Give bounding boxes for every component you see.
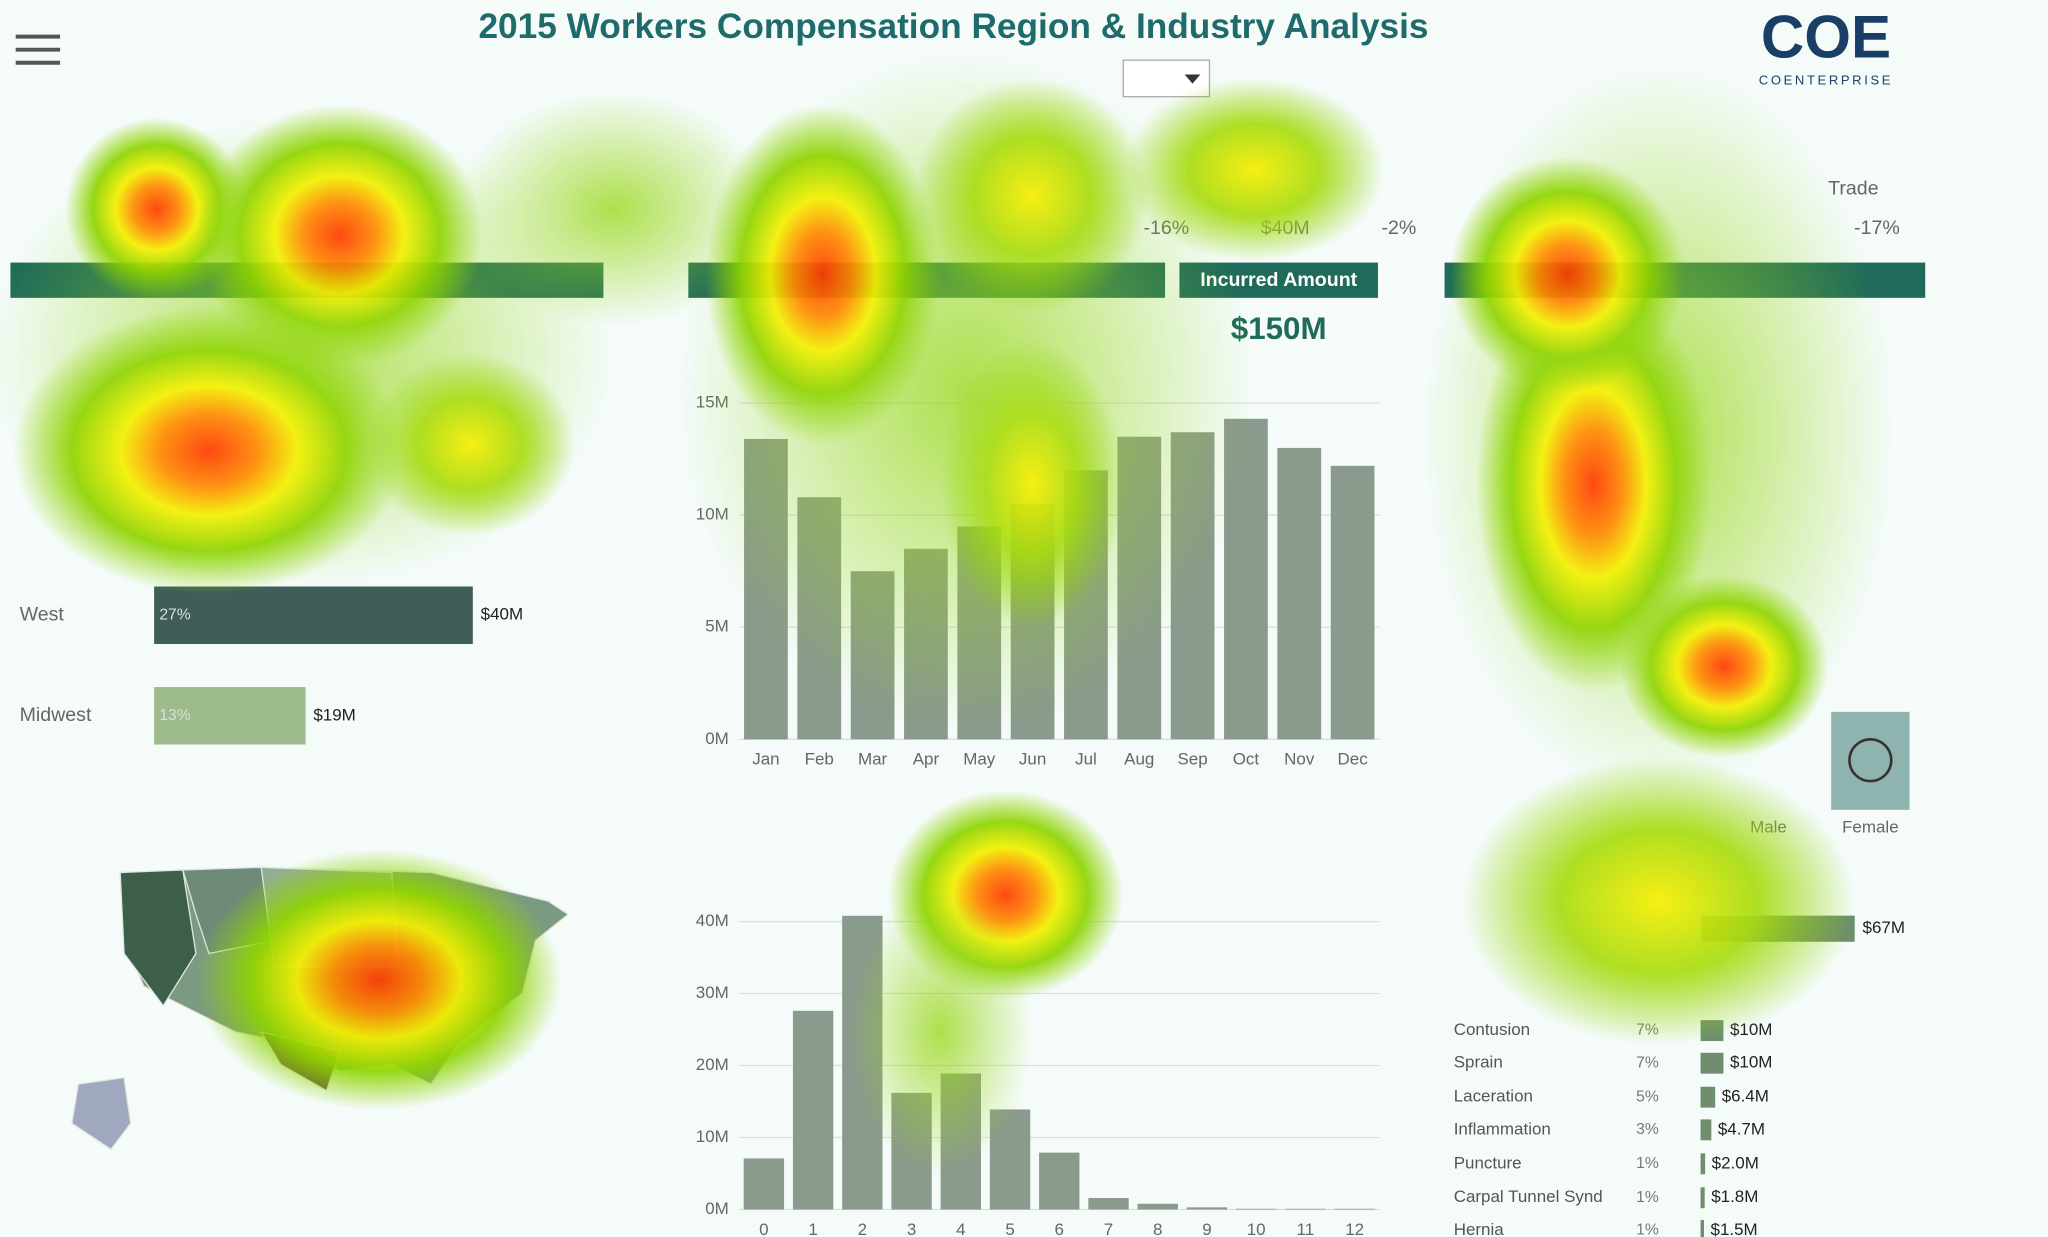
region-pct: 27% xyxy=(159,606,190,623)
kpi-text: -2% xyxy=(1381,217,1416,239)
dashboard-title: 2015 Workers Compensation Region & Indus… xyxy=(478,7,1428,46)
bar xyxy=(1236,1208,1277,1210)
injury-bar xyxy=(1700,1219,1704,1237)
x-tick-label: 12 xyxy=(1345,1220,1364,1237)
x-tick-label: Dec xyxy=(1338,750,1369,769)
bar xyxy=(1285,1208,1326,1210)
y-tick-label: 30M xyxy=(696,983,729,1002)
region-pct: 13% xyxy=(159,707,190,724)
injury-pct: 1% xyxy=(1636,1189,1659,1206)
x-tick-label: 8 xyxy=(1153,1220,1162,1237)
x-tick-label: Feb xyxy=(805,750,834,769)
y-tick-label: 5M xyxy=(705,617,729,636)
bar xyxy=(1186,1207,1228,1210)
bar xyxy=(1088,1198,1129,1210)
injury-value: $10M xyxy=(1730,1053,1772,1072)
injury-name: Contusion xyxy=(1454,1020,1530,1039)
injury-name: Carpal Tunnel Synd xyxy=(1454,1187,1603,1206)
x-tick-label: Oct xyxy=(1233,750,1260,769)
injury-pct: 3% xyxy=(1636,1121,1659,1138)
region-bar xyxy=(154,687,306,745)
y-tick-label: 0M xyxy=(705,1199,729,1218)
heatmap-overlay xyxy=(0,52,1894,1176)
x-tick-label: Jun xyxy=(1019,750,1046,769)
menu-icon[interactable] xyxy=(15,34,61,65)
x-tick-label: 11 xyxy=(1297,1220,1315,1237)
x-tick-label: 1 xyxy=(808,1220,817,1237)
x-tick-label: May xyxy=(963,750,996,769)
y-tick-label: 40M xyxy=(696,911,729,930)
region-bar xyxy=(154,586,473,644)
region-bars: West 27% $40M Midwest 13% $19M xyxy=(20,586,523,745)
injury-pct: 1% xyxy=(1636,1222,1659,1237)
x-tick-label: Jul xyxy=(1075,750,1097,769)
x-tick-label: 2 xyxy=(858,1220,867,1237)
bar xyxy=(1330,465,1375,740)
injury-name: Hernia xyxy=(1454,1220,1505,1237)
region-name: Midwest xyxy=(20,704,92,726)
x-tick-label: Sep xyxy=(1177,750,1207,769)
injury-pct: 7% xyxy=(1636,1054,1659,1071)
logo-subtitle: COENTERPRISE xyxy=(1759,72,1893,87)
injury-pct: 5% xyxy=(1636,1088,1659,1105)
injury-pct: 1% xyxy=(1636,1155,1659,1172)
x-tick-label: 9 xyxy=(1202,1220,1211,1237)
x-tick-label: 7 xyxy=(1104,1220,1113,1237)
injury-name: Puncture xyxy=(1454,1153,1522,1172)
injury-bar xyxy=(1700,1086,1716,1108)
region-name: West xyxy=(20,603,65,625)
x-tick-label: 6 xyxy=(1055,1220,1064,1237)
kpi-text: -17% xyxy=(1854,217,1900,239)
bar xyxy=(1039,1152,1080,1210)
bar xyxy=(792,1010,834,1210)
region-value: $19M xyxy=(313,705,355,724)
bar xyxy=(743,1158,785,1210)
female-icon-box xyxy=(1831,711,1910,810)
bar xyxy=(1137,1203,1178,1210)
injury-bar xyxy=(1700,1153,1706,1175)
injury-name: Laceration xyxy=(1454,1087,1533,1106)
logo: COE xyxy=(1761,4,1891,71)
x-tick-label: 5 xyxy=(1005,1220,1014,1237)
injury-name: Inflammation xyxy=(1454,1119,1551,1138)
y-tick-label: 0M xyxy=(705,729,729,748)
y-tick-label: 20M xyxy=(696,1055,729,1074)
injury-value: $67M xyxy=(1863,918,1905,937)
injury-value: $6.4M xyxy=(1722,1087,1769,1106)
injury-value: $4.7M xyxy=(1718,1119,1765,1138)
x-tick-label: Nov xyxy=(1284,750,1315,769)
x-tick-label: 4 xyxy=(956,1220,965,1237)
region-value: $40M xyxy=(481,605,523,624)
injury-bar xyxy=(1700,1052,1724,1074)
injury-name: Sprain xyxy=(1454,1053,1503,1072)
x-tick-label: 0 xyxy=(759,1220,768,1237)
kpi-text: Trade xyxy=(1828,178,1879,200)
x-tick-label: Mar xyxy=(858,750,888,769)
x-tick-label: 10 xyxy=(1247,1220,1266,1237)
bar xyxy=(1277,447,1322,740)
x-tick-label: 3 xyxy=(907,1220,916,1237)
y-tick-label: 10M xyxy=(696,1127,729,1146)
x-tick-label: Aug xyxy=(1124,750,1154,769)
x-tick-label: Jan xyxy=(752,750,779,769)
injury-value: $1.8M xyxy=(1711,1187,1758,1206)
injury-value: $2.0M xyxy=(1712,1153,1759,1172)
female-icon xyxy=(1848,738,1893,783)
bar xyxy=(1334,1208,1375,1210)
injury-value: $1.5M xyxy=(1711,1220,1758,1237)
incurred-label: Incurred Amount xyxy=(1200,269,1357,291)
x-tick-label: Apr xyxy=(913,750,940,769)
injury-bar xyxy=(1700,1187,1705,1209)
gender-label: Female xyxy=(1842,818,1899,837)
injury-bar xyxy=(1700,1119,1712,1141)
